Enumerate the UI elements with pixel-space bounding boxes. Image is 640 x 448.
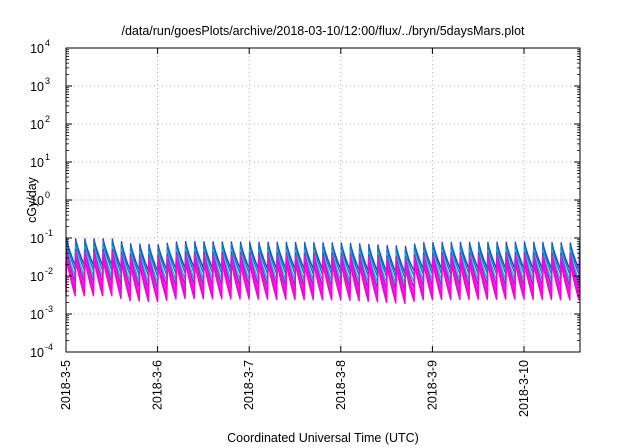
y-tick-exponent: -1 bbox=[45, 228, 53, 238]
y-tick-label: 10 bbox=[30, 308, 44, 322]
y-tick-label: 10 bbox=[30, 156, 44, 170]
y-tick-exponent: 1 bbox=[45, 152, 50, 162]
x-tick-label: 2018-3-10 bbox=[517, 360, 531, 417]
chart-title: /data/run/goesPlots/archive/2018-03-10/1… bbox=[121, 24, 525, 38]
y-tick-label: 10 bbox=[30, 118, 44, 132]
y-tick-exponent: 4 bbox=[45, 38, 50, 48]
y-tick-exponent: 3 bbox=[45, 76, 50, 86]
y-tick-exponent: 0 bbox=[45, 190, 50, 200]
y-tick-label: 10 bbox=[30, 346, 44, 360]
x-tick-label: 2018-3-9 bbox=[425, 360, 439, 410]
y-tick-label: 10 bbox=[30, 194, 44, 208]
x-tick-label: 2018-3-6 bbox=[151, 360, 165, 410]
x-axis-label: Coordinated Universal Time (UTC) bbox=[227, 431, 419, 445]
y-tick-exponent: -3 bbox=[45, 304, 53, 314]
y-tick-label: 10 bbox=[30, 232, 44, 246]
series-group bbox=[65, 238, 581, 305]
x-tick-label: 2018-3-7 bbox=[242, 360, 256, 410]
y-tick-exponent: -4 bbox=[45, 342, 53, 352]
series-line bbox=[65, 257, 581, 305]
y-tick-label: 10 bbox=[30, 42, 44, 56]
y-tick-exponent: 2 bbox=[45, 114, 50, 124]
y-axis-label: cGy/day bbox=[25, 176, 39, 223]
x-tick-label: 2018-3-5 bbox=[59, 360, 73, 410]
y-tick-exponent: -2 bbox=[45, 266, 53, 276]
y-tick-label: 10 bbox=[30, 270, 44, 284]
x-tick-label: 2018-3-8 bbox=[334, 360, 348, 410]
y-tick-label: 10 bbox=[30, 80, 44, 94]
